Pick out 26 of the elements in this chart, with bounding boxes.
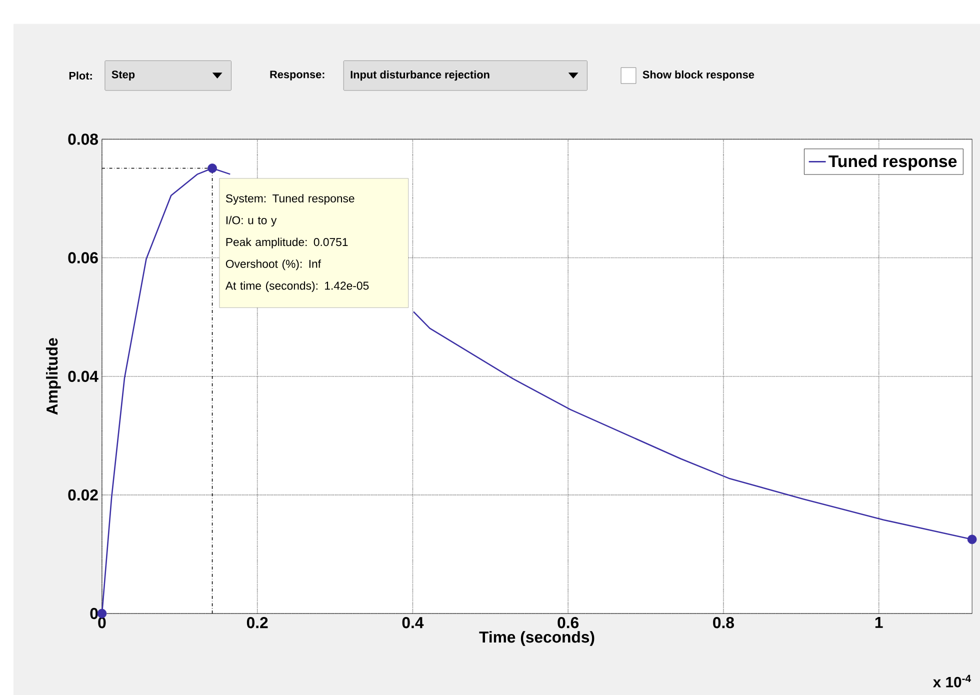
y-axis-title: Amplitude xyxy=(46,338,61,415)
y-tick-label: 0.02 xyxy=(68,489,98,501)
text: x 10$^{-4}$ xyxy=(932,674,971,688)
y-tick-label: 0.08 xyxy=(68,134,98,145)
x-tick-label: 0 xyxy=(98,616,106,628)
x-tick-label: 0.6 xyxy=(558,616,579,628)
annotation: At time (seconds): 1.42e-05 xyxy=(225,281,369,292)
annotation: Overshoot (%): Inf xyxy=(226,260,322,270)
y-tick-label: 0 xyxy=(90,608,98,620)
annotation: I/O: u to y xyxy=(226,216,277,226)
text: Plot: xyxy=(69,72,92,80)
y-tick-label: 0.06 xyxy=(68,252,98,264)
text: Input disturbance rejection xyxy=(350,70,490,81)
annotation: Peak amplitude: 0.0751 xyxy=(226,238,348,248)
text: Show block response xyxy=(642,70,754,81)
text: Step xyxy=(112,70,135,80)
annotation: System: Tuned response xyxy=(226,194,354,205)
x-tick-label: 1 xyxy=(875,616,883,628)
x-tick-label: 0.2 xyxy=(246,616,268,628)
x-axis-title: Time (seconds) xyxy=(479,631,594,646)
x-tick-label: 0.8 xyxy=(713,616,734,628)
x-tick-label: 0.4 xyxy=(402,616,424,628)
legend-label: Tuned response xyxy=(828,154,957,171)
y-tick-label: 0.04 xyxy=(68,370,98,382)
text: Response: xyxy=(270,70,324,80)
point xyxy=(208,164,217,173)
